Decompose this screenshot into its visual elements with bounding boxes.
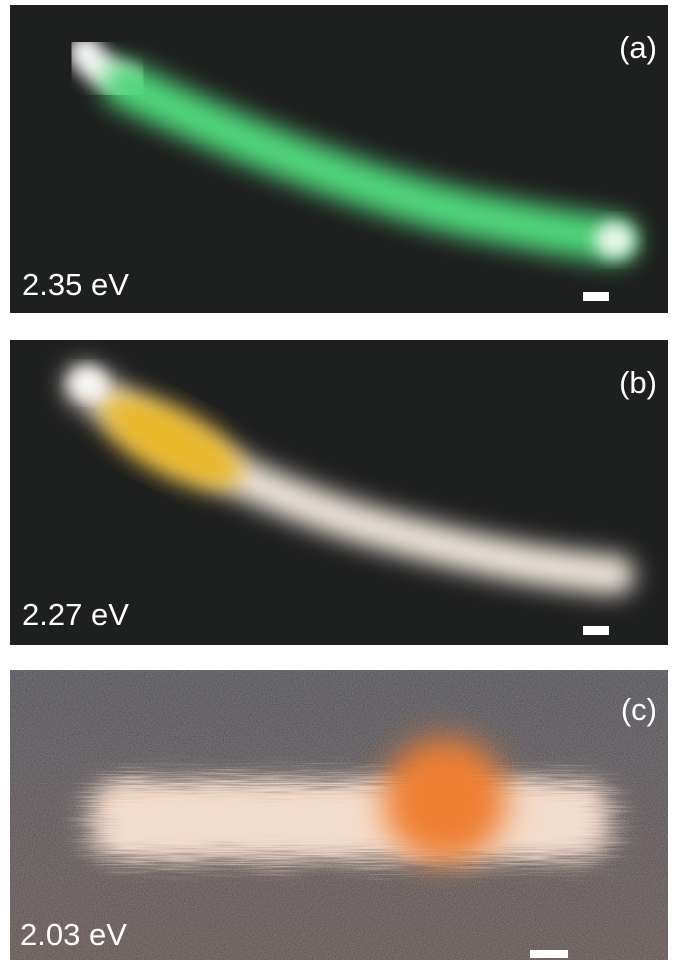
tip (70, 368, 106, 398)
panel-label: (a) (619, 30, 657, 65)
panel-label: (b) (619, 365, 657, 400)
panel-b: (b) 2.27 eV (10, 340, 668, 645)
panel-c: (c) 2.03 eV (10, 670, 668, 960)
energy-label: 2.27 eV (22, 597, 129, 632)
nanowire (90, 780, 610, 860)
emission-spot (383, 738, 507, 862)
tip (595, 222, 635, 258)
scale-bar (583, 626, 609, 635)
scale-bar (530, 950, 568, 958)
panel-a: (a) 2.35 eV (10, 5, 668, 313)
figure: (a) 2.35 eV (b) 2.27 eV (c) 2.03 eV (0, 0, 678, 964)
energy-label: 2.03 eV (20, 917, 127, 952)
scale-bar (583, 292, 609, 301)
energy-label: 2.35 eV (22, 267, 129, 302)
panel-label: (c) (621, 692, 657, 727)
